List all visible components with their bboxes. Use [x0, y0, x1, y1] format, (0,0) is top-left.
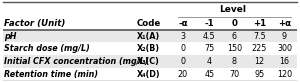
Text: Starch dose (mg/L): Starch dose (mg/L) — [4, 44, 90, 53]
Text: +α: +α — [278, 19, 291, 28]
Text: Initial CFX concentration (mg/L): Initial CFX concentration (mg/L) — [4, 57, 149, 66]
Text: 20: 20 — [178, 70, 188, 79]
Text: Retention time (min): Retention time (min) — [4, 70, 98, 79]
Text: 12: 12 — [254, 57, 265, 66]
Text: 4: 4 — [207, 57, 212, 66]
Text: 120: 120 — [277, 70, 292, 79]
Text: -α: -α — [178, 19, 188, 28]
Text: pH: pH — [4, 32, 17, 41]
Text: Factor (Unit): Factor (Unit) — [4, 19, 66, 28]
Text: 7.5: 7.5 — [253, 32, 266, 41]
Text: X₂(B): X₂(B) — [137, 44, 160, 53]
Text: X₃(C): X₃(C) — [137, 57, 160, 66]
Text: 150: 150 — [227, 44, 242, 53]
Text: 45: 45 — [204, 70, 214, 79]
Text: 0: 0 — [180, 57, 185, 66]
Text: Code: Code — [136, 19, 161, 28]
Text: X₄(D): X₄(D) — [136, 70, 160, 79]
Text: 75: 75 — [204, 44, 214, 53]
Text: 16: 16 — [280, 57, 290, 66]
Text: 0: 0 — [232, 19, 237, 28]
Text: 95: 95 — [254, 70, 265, 79]
Text: -1: -1 — [205, 19, 214, 28]
Text: 4.5: 4.5 — [203, 32, 216, 41]
Text: 300: 300 — [277, 44, 292, 53]
Text: 3: 3 — [180, 32, 185, 41]
Text: Level: Level — [219, 5, 246, 14]
Text: 6: 6 — [232, 32, 237, 41]
Text: +1: +1 — [253, 19, 266, 28]
Text: 9: 9 — [282, 32, 287, 41]
Text: 0: 0 — [180, 44, 185, 53]
Text: X₁(A): X₁(A) — [137, 32, 160, 41]
Text: 70: 70 — [230, 70, 239, 79]
Text: 8: 8 — [232, 57, 237, 66]
Text: 225: 225 — [252, 44, 267, 53]
